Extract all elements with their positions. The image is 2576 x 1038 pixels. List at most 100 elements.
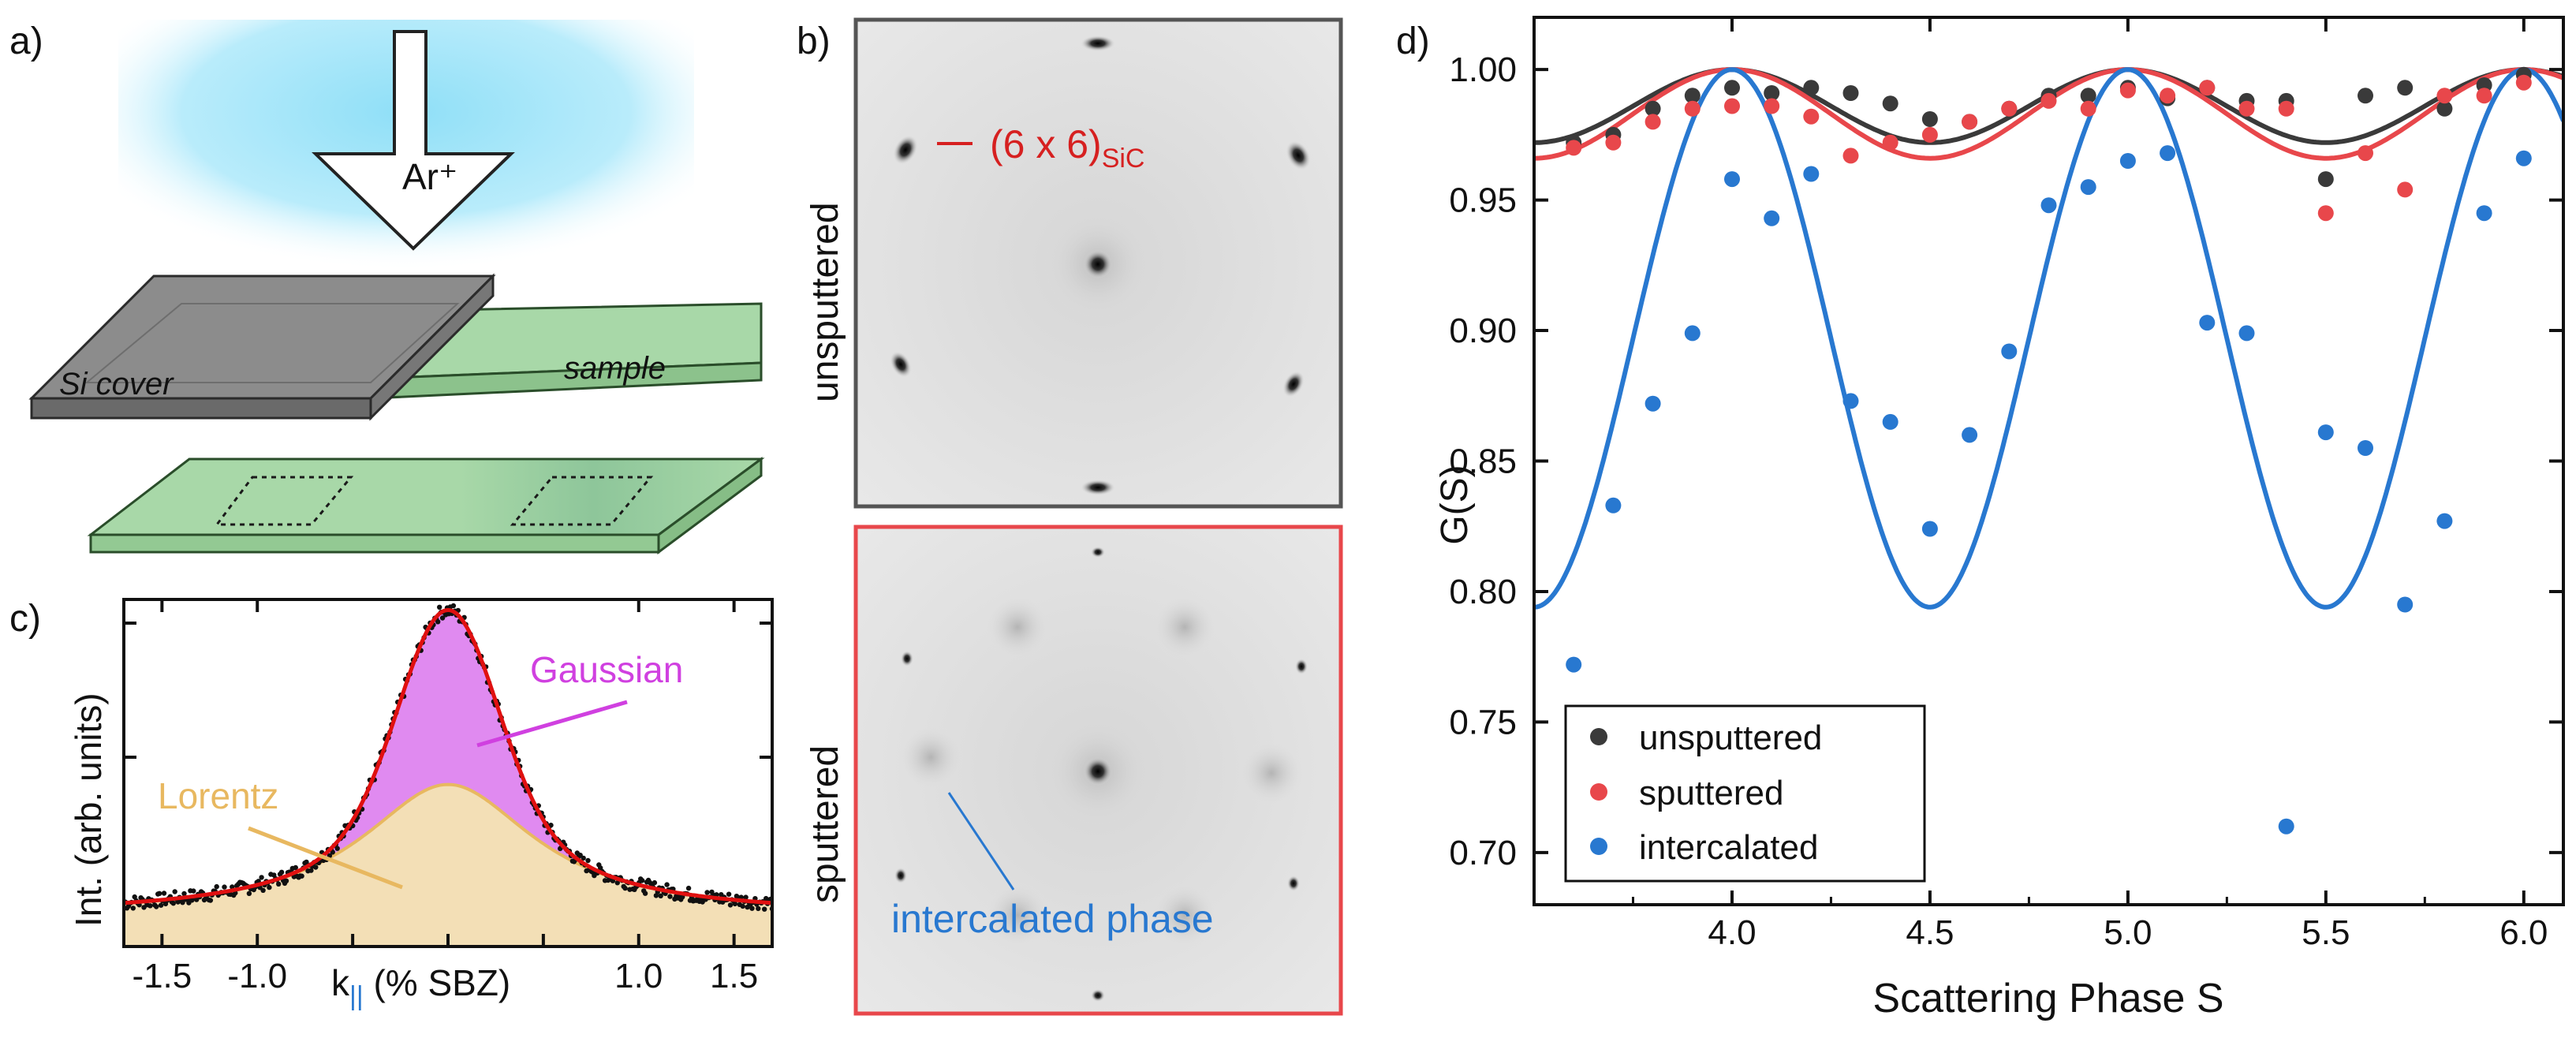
d-ytick-label: 0.85 xyxy=(1449,442,1517,481)
data-point-sputtered xyxy=(2278,100,2294,117)
c-data-point xyxy=(130,905,136,911)
data-point-intercalated xyxy=(1842,393,1859,409)
c-data-point xyxy=(276,881,282,887)
data-point-sputtered xyxy=(1842,147,1859,164)
down-arrow-icon xyxy=(312,30,515,251)
leed-bottom-frame xyxy=(853,525,1343,1016)
substrate-top xyxy=(87,457,765,536)
intercalated-annotation: intercalated phase xyxy=(891,897,1214,941)
leed-spot xyxy=(894,868,907,883)
data-point-intercalated xyxy=(1566,656,1582,673)
d-xtick-label: 5.5 xyxy=(2302,913,2350,952)
sputtered-side-label: sputtered xyxy=(805,745,846,903)
data-point-unsputtered xyxy=(1764,85,1780,101)
unsputtered-side-label: unsputtered xyxy=(805,202,846,402)
data-point-intercalated xyxy=(2040,197,2057,214)
c-data-point xyxy=(437,604,442,610)
c-data-point xyxy=(246,891,252,897)
c-data-point xyxy=(439,615,446,621)
data-point-intercalated xyxy=(1724,171,1740,188)
d-xtick-label: 6.0 xyxy=(2499,913,2548,952)
leed-spot xyxy=(1287,876,1300,891)
data-point-unsputtered xyxy=(1921,111,1938,127)
c-data-point xyxy=(756,905,761,912)
legend-label-unsputtered: unsputtered xyxy=(1639,719,1822,757)
d-ytick-label: 0.90 xyxy=(1449,312,1517,350)
data-point-unsputtered xyxy=(2317,171,2334,188)
d-data-points xyxy=(1566,66,2532,835)
c-xlabel-k: k xyxy=(331,962,350,1003)
legend-marker-sputtered xyxy=(1590,783,1607,801)
data-point-unsputtered xyxy=(1842,85,1859,101)
c-data-point xyxy=(622,885,628,891)
leed-spot xyxy=(1081,480,1115,495)
d-ytick-labels: 0.70 0.75 0.80 0.85 0.90 0.95 1.00 xyxy=(1449,50,1517,872)
lorentz-pointer xyxy=(248,826,403,890)
c-data-point xyxy=(172,889,177,894)
data-point-sputtered xyxy=(2476,88,2492,104)
c-data-point xyxy=(313,864,319,870)
gaussian-area xyxy=(303,610,593,871)
leed-image-unsputtered: (6 x 6)SiC xyxy=(853,17,1343,509)
panel-label-a: a) xyxy=(9,21,43,62)
data-point-unsputtered xyxy=(1645,100,1661,117)
leed-spot xyxy=(1282,371,1305,398)
data-point-unsputtered xyxy=(2080,88,2096,104)
c-data-point xyxy=(642,891,648,896)
c-xlabel-rest: (% SBZ) xyxy=(364,962,511,1003)
c-data-point xyxy=(749,905,755,911)
c-data-point xyxy=(330,849,335,855)
data-point-intercalated xyxy=(2238,325,2255,342)
data-point-intercalated xyxy=(2436,513,2453,529)
leed-spot-diffuse xyxy=(984,882,1051,948)
d-ytick-label: 0.70 xyxy=(1449,834,1517,872)
data-point-intercalated xyxy=(1605,497,1622,513)
data-point-unsputtered xyxy=(1724,80,1740,96)
c-data-point xyxy=(435,619,441,625)
d-ytick-label: 0.80 xyxy=(1449,573,1517,611)
leed-spot-diffuse xyxy=(984,594,1051,660)
panel-b: b) unsputtered sputtered (6 x 6)SiC xyxy=(797,17,1343,1016)
substrate-side xyxy=(657,457,763,554)
lorentz-label: Lorentz xyxy=(158,775,278,816)
data-point-sputtered xyxy=(1803,108,1820,125)
data-point-sputtered xyxy=(1566,140,1582,156)
data-point-sputtered xyxy=(1605,134,1622,151)
d-xtick-label: 5.0 xyxy=(2104,913,2152,952)
c-data-point xyxy=(170,901,176,906)
d-ticks xyxy=(1534,17,2563,905)
data-point-sputtered xyxy=(1921,126,1938,143)
leed-spot-center xyxy=(1084,250,1112,278)
data-point-sputtered xyxy=(2040,92,2057,109)
c-data-point xyxy=(640,878,645,883)
data-point-sputtered xyxy=(1724,98,1740,114)
sic-annotation-main: (6 x 6) xyxy=(990,122,1102,166)
data-point-sputtered xyxy=(1764,98,1780,114)
leed-image-sputtered: intercalated phase xyxy=(853,525,1343,1016)
data-point-sputtered xyxy=(1882,134,1898,151)
data-point-sputtered xyxy=(1962,114,1978,130)
c-data-point xyxy=(732,901,738,907)
panel-c: c) Int. (arb. units) -1.5 -1.0 1.0 1.5 k… xyxy=(9,598,774,1011)
leed-spot xyxy=(1091,547,1105,558)
sic-annotation-sub: SiC xyxy=(1102,144,1145,174)
leed-spot xyxy=(901,651,913,666)
data-point-intercalated xyxy=(1882,413,1898,430)
c-xtick-label: 1.0 xyxy=(614,957,663,995)
c-data-point xyxy=(260,887,266,894)
d-xtick-label: 4.0 xyxy=(1708,913,1756,952)
data-point-unsputtered xyxy=(1882,95,1898,112)
panel-d: d) G(S) Scattering Phase S 0.70 0.75 0.8… xyxy=(1396,16,2565,1021)
c-data-point xyxy=(651,879,658,886)
c-data-point xyxy=(334,846,340,851)
leed-spot xyxy=(1295,659,1308,674)
total-fit-curve xyxy=(124,607,772,905)
c-data-point xyxy=(743,894,749,900)
c-data-point xyxy=(704,890,710,895)
leed-spot-diffuse xyxy=(1238,740,1305,806)
c-data-point xyxy=(214,883,219,890)
data-point-sputtered xyxy=(2119,82,2136,99)
c-data-point xyxy=(740,903,745,909)
data-point-sputtered xyxy=(2080,100,2096,117)
c-data-point xyxy=(161,891,167,896)
